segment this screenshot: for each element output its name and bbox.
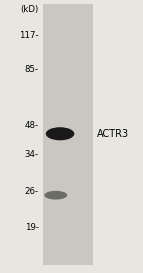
Ellipse shape bbox=[44, 191, 67, 200]
Text: 117-: 117- bbox=[19, 31, 39, 40]
FancyBboxPatch shape bbox=[43, 4, 93, 265]
Text: 26-: 26- bbox=[24, 187, 39, 195]
Text: ACTR3: ACTR3 bbox=[97, 129, 129, 139]
Text: (kD): (kD) bbox=[20, 5, 39, 14]
Text: 34-: 34- bbox=[24, 150, 39, 159]
Ellipse shape bbox=[46, 127, 74, 140]
Text: 85-: 85- bbox=[24, 65, 39, 74]
Text: 19-: 19- bbox=[25, 224, 39, 232]
Text: 48-: 48- bbox=[24, 121, 39, 130]
